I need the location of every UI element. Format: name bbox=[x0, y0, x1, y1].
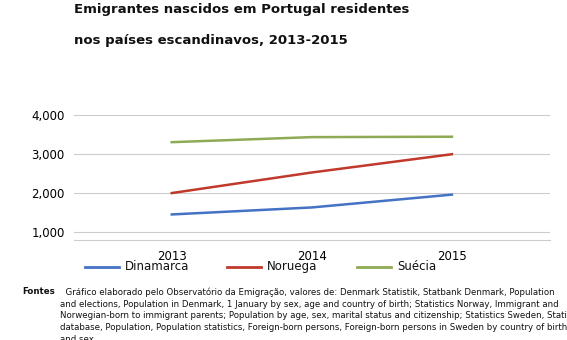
Text: Noruega: Noruega bbox=[266, 260, 317, 273]
Text: Fontes: Fontes bbox=[23, 287, 56, 296]
Text: Dinamarca: Dinamarca bbox=[125, 260, 189, 273]
Text: nos países escandinavos, 2013-2015: nos países escandinavos, 2013-2015 bbox=[74, 34, 348, 47]
Text: Suécia: Suécia bbox=[397, 260, 436, 273]
Text: Gráfico elaborado pelo Observatório da Emigração, valores de: Denmark Statistik,: Gráfico elaborado pelo Observatório da E… bbox=[60, 287, 567, 340]
Text: Emigrantes nascidos em Portugal residentes: Emigrantes nascidos em Portugal resident… bbox=[74, 3, 409, 16]
